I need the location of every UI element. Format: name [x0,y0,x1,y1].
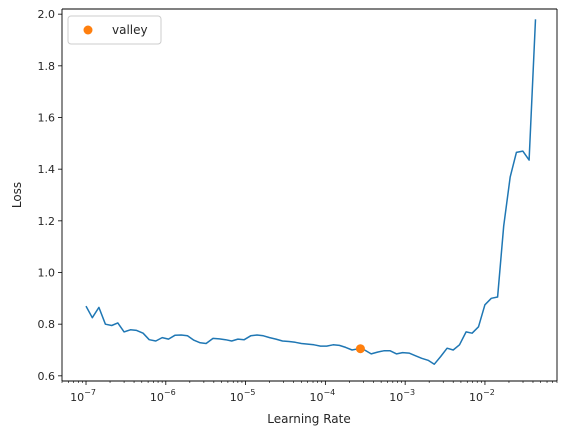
y-tick-label: 1.2 [38,215,56,228]
y-tick-label: 0.6 [38,370,56,383]
x-tick-label: 10−3 [389,388,415,404]
x-ticks: 10−7 10−6 10−5 10−4 10−3 10−2 [61,381,558,404]
y-axis-label: Loss [10,182,24,208]
y-tick-label: 1.8 [38,60,56,73]
x-tick-label: 10−6 [150,388,176,404]
y-tick-label: 0.8 [38,318,56,331]
x-tick-label: 10−7 [70,388,96,404]
plot-area [62,9,557,381]
x-axis-label: Learning Rate [267,412,350,426]
x-tick-label: 10−5 [230,388,256,404]
series-line-0 [85,19,537,365]
x-tick-label: 10−4 [309,388,335,404]
legend-label-valley: valley [112,23,148,37]
legend: valley [67,15,162,45]
axes [61,8,558,382]
y-tick-label: 1.4 [38,163,56,176]
data-layer [85,19,537,365]
x-tick-label: 10−2 [469,388,495,404]
y-tick-label: 1.0 [38,267,56,280]
valley-point [355,344,365,354]
y-ticks: 0.6 0.8 1.0 1.2 1.4 1.6 1.8 2.0 [38,8,62,383]
y-tick-label: 1.6 [38,112,56,125]
y-tick-label: 2.0 [38,8,56,21]
legend-marker-valley [83,25,93,35]
legend-box [67,15,162,45]
